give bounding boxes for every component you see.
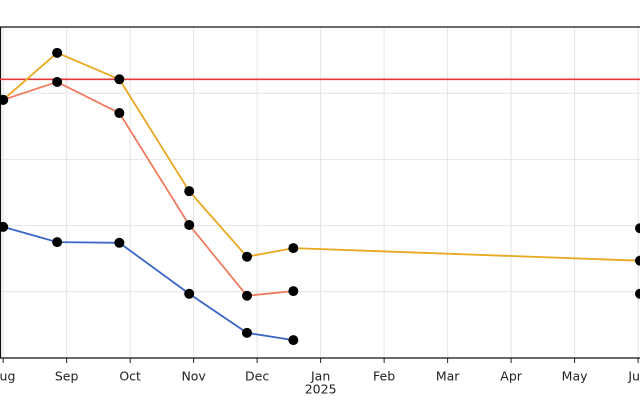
x-tick-label: Oct (119, 369, 141, 384)
x-tick-label: Jun (627, 369, 640, 384)
series-line (2, 51, 640, 262)
series-line (2, 226, 294, 342)
data-point (114, 74, 125, 85)
data-point (288, 335, 299, 346)
data-point (635, 223, 640, 234)
data-point (0, 94, 9, 105)
data-point (184, 186, 195, 197)
x-tick-label: May (562, 369, 588, 384)
data-point (241, 290, 252, 301)
data-point (241, 251, 252, 262)
x-tick-label: Nov (181, 369, 206, 384)
data-point (52, 237, 63, 248)
data-point (52, 47, 63, 58)
data-point (288, 286, 299, 297)
x-tick-label: Mar (436, 369, 460, 384)
data-point (288, 243, 299, 254)
data-point (52, 76, 63, 87)
x-tick-label: Apr (500, 369, 522, 384)
data-point (635, 255, 640, 266)
x-tick-label: Dec (245, 369, 269, 384)
data-point (241, 327, 252, 338)
data-point (0, 221, 9, 232)
x-tick-label: Jan (310, 369, 330, 384)
data-point (635, 288, 640, 299)
x-tick-label: Aug (0, 369, 15, 384)
data-point (184, 219, 195, 230)
data-point (114, 108, 125, 119)
series-line (2, 80, 294, 297)
data-point (184, 288, 195, 299)
data-point (114, 237, 125, 248)
x-year-label: 2025 (305, 382, 337, 397)
x-tick-label: Feb (373, 369, 395, 384)
x-tick-label: Sep (55, 369, 79, 384)
